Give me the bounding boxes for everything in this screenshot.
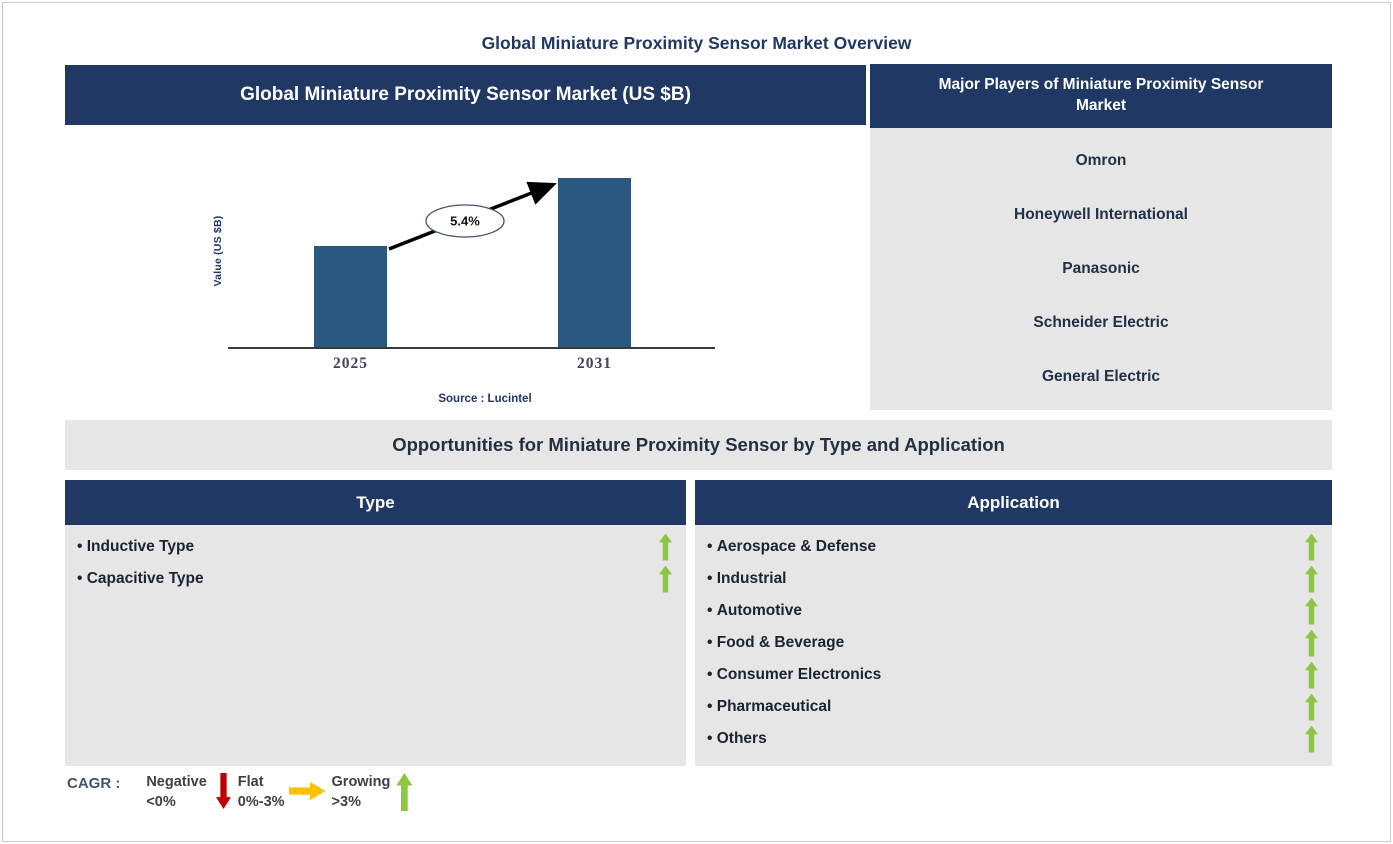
- application-item-label: Food & Beverage: [707, 634, 844, 652]
- application-item-label: Automotive: [707, 602, 802, 620]
- list-item: Automotive: [707, 595, 1318, 627]
- opportunities-banner-title: Opportunities for Miniature Proximity Se…: [392, 434, 1005, 455]
- players-panel-title: Major Players of Miniature Proximity Sen…: [938, 76, 1264, 114]
- legend-entry-growing: Growing >3%: [332, 773, 391, 812]
- bar-2031: [558, 178, 631, 347]
- legend-flat-range: 0%-3%: [237, 793, 285, 810]
- growing-up-arrow-icon: [1305, 725, 1318, 753]
- type-panel-body: Inductive Type Capacitive Type: [65, 525, 686, 766]
- player-name: Honeywell International: [1014, 206, 1188, 223]
- bar-2025: [314, 246, 387, 347]
- cagr-legend-label: CAGR :: [67, 775, 121, 792]
- growing-up-arrow-icon: [1305, 565, 1318, 593]
- application-item-label: Others: [707, 730, 767, 748]
- type-panel-header: Type: [65, 480, 686, 525]
- growing-up-arrow-icon: [659, 565, 672, 593]
- application-item-label: Pharmaceutical: [707, 698, 832, 716]
- growing-up-arrow-icon: [659, 533, 672, 561]
- legend-negative-range: <0%: [146, 793, 176, 810]
- chart-panel-title: Global Miniature Proximity Sensor Market…: [240, 84, 691, 105]
- market-size-chart: Value (US $B) 5.4% 2025 2031 Source : Lu…: [65, 125, 866, 420]
- source-note: Source : Lucintel: [438, 393, 532, 405]
- cagr-value-label: 5.4%: [450, 213, 480, 229]
- type-panel-title: Type: [356, 492, 395, 512]
- player-name: General Electric: [1041, 368, 1161, 385]
- cagr-growth-arrow: [388, 181, 557, 251]
- negative-down-arrow-icon: [216, 773, 231, 809]
- application-panel-header: Application: [695, 480, 1332, 525]
- players-list: Omron Honeywell International Panasonic …: [870, 128, 1332, 410]
- cagr-legend: CAGR : Negative <0% Flat 0%-3% Growing >…: [67, 773, 413, 812]
- application-item-label: Aerospace & Defense: [707, 538, 876, 556]
- legend-entry-negative: Negative <0%: [146, 773, 206, 812]
- legend-growing-range: >3%: [331, 793, 361, 810]
- player-name: Omron: [1075, 152, 1127, 169]
- list-item: Capacitive Type: [77, 563, 672, 595]
- growing-up-arrow-icon: [1305, 597, 1318, 625]
- application-panel-body: Aerospace & Defense Industrial Automotiv…: [695, 525, 1332, 766]
- growing-up-arrow-icon: [1305, 533, 1318, 561]
- list-item: Inductive Type: [77, 531, 672, 563]
- player-name: Panasonic: [1062, 260, 1140, 277]
- x-tick-2025: 2025: [333, 355, 368, 372]
- opportunities-banner: Opportunities for Miniature Proximity Se…: [65, 420, 1332, 470]
- players-panel-header: Major Players of Miniature Proximity Sen…: [870, 64, 1332, 128]
- growing-up-arrow-icon: [1305, 693, 1318, 721]
- application-item-label: Consumer Electronics: [707, 666, 882, 684]
- list-item: Pharmaceutical: [707, 691, 1318, 723]
- list-item: Others: [707, 723, 1318, 755]
- application-item-label: Industrial: [707, 570, 787, 588]
- type-item-label: Capacitive Type: [77, 570, 204, 588]
- list-item: Industrial: [707, 563, 1318, 595]
- legend-negative-label: Negative: [146, 774, 207, 790]
- legend-flat-label: Flat: [237, 774, 264, 790]
- page-title: Global Miniature Proximity Sensor Market…: [481, 33, 912, 53]
- x-tick-2031: 2031: [577, 355, 612, 372]
- flat-right-arrow-icon: [288, 782, 326, 800]
- player-name: Schneider Electric: [1033, 314, 1169, 331]
- application-panel-title: Application: [967, 492, 1060, 512]
- list-item: Aerospace & Defense: [707, 531, 1318, 563]
- list-item: Consumer Electronics: [707, 659, 1318, 691]
- growing-up-arrow-icon: [1305, 661, 1318, 689]
- growing-up-arrow-icon: [1305, 629, 1318, 657]
- legend-growing-label: Growing: [331, 774, 391, 790]
- list-item: Food & Beverage: [707, 627, 1318, 659]
- type-item-label: Inductive Type: [77, 538, 194, 556]
- chart-panel-header: Global Miniature Proximity Sensor Market…: [65, 65, 866, 125]
- legend-entry-flat: Flat 0%-3%: [238, 773, 285, 812]
- x-axis-line: [228, 347, 715, 349]
- growing-up-arrow-icon: [396, 773, 413, 811]
